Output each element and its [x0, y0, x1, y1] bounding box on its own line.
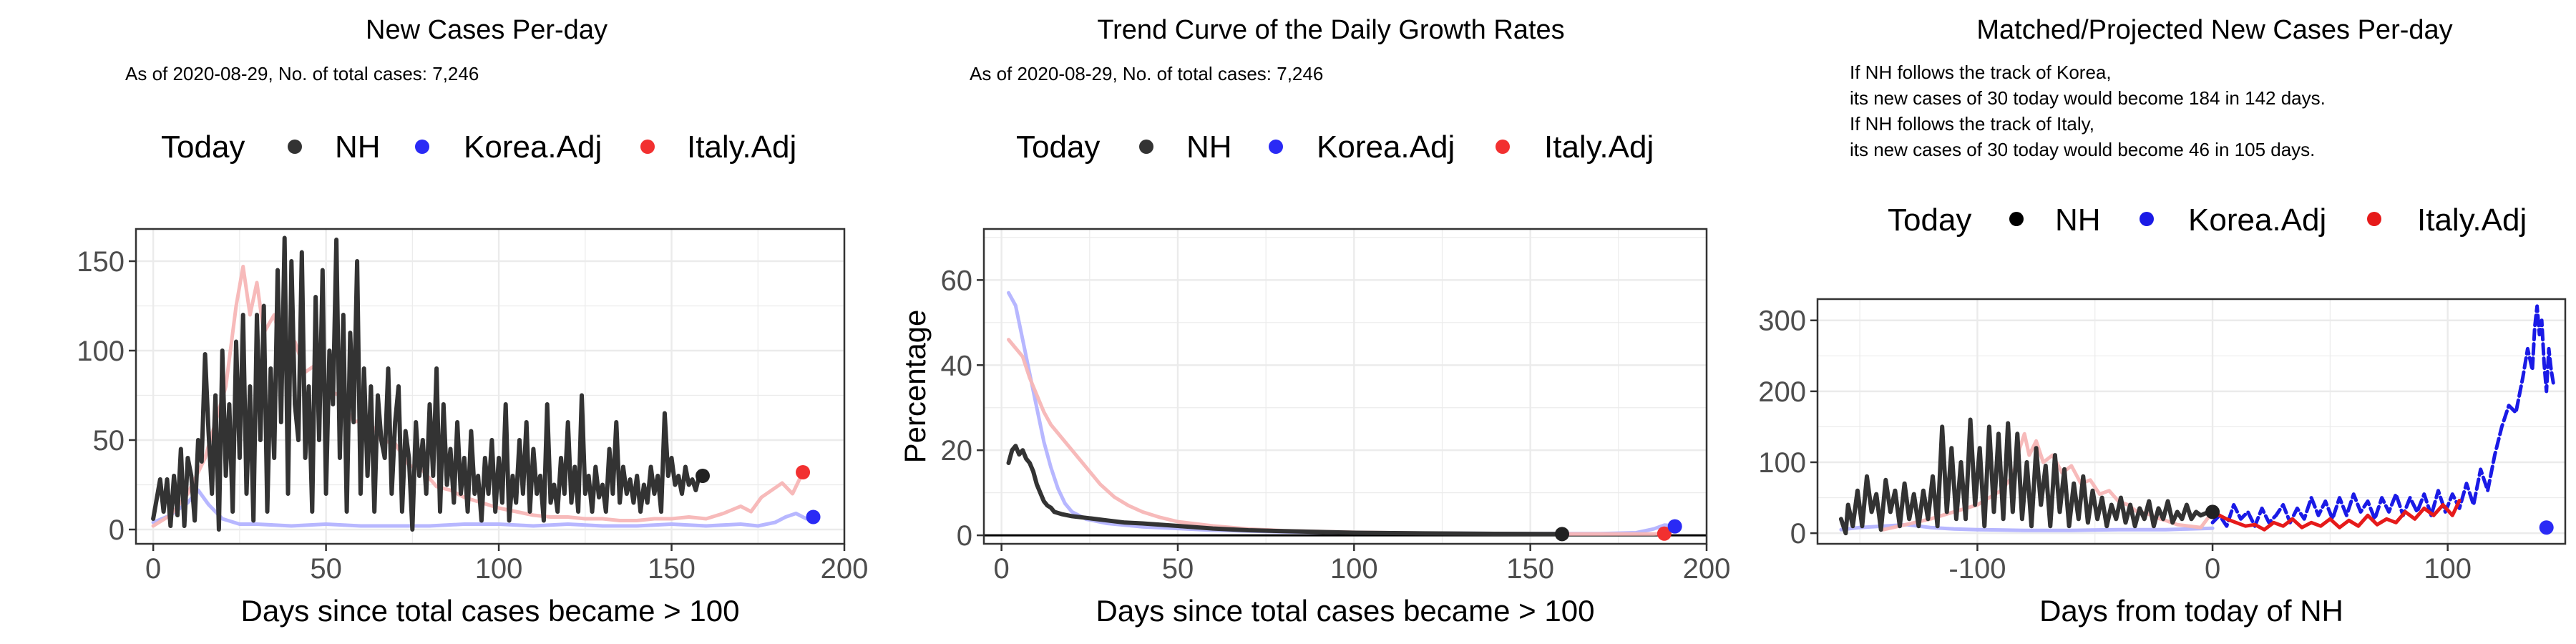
panel-2-y-axis-label: Percentage — [898, 310, 932, 464]
x-tick-label: 200 — [1683, 553, 1731, 585]
panel-2-series-layer — [1006, 291, 1677, 537]
x-tick-label: 50 — [310, 553, 342, 585]
y-tick-label: 200 — [1758, 376, 1806, 408]
x-tick-label: 0 — [2205, 553, 2220, 585]
today-point-korea-adj — [2539, 520, 2554, 535]
panel-3-series-layer — [1838, 304, 2556, 536]
legend-title: Today — [1016, 130, 1100, 165]
legend-label-korea: Korea.Adj — [1317, 130, 1455, 165]
x-tick-label: 200 — [821, 553, 869, 585]
panel-2-title: Trend Curve of the Daily Growth Rates — [1097, 15, 1564, 45]
panel-3-subtitle-line-3: If NH follows the track of Italy, — [1850, 113, 2094, 135]
panel-1-x-axis-label: Days since total cases became > 100 — [241, 594, 740, 628]
y-tick-label: 100 — [77, 336, 125, 367]
panel-1-subtitle: As of 2020-08-29, No. of total cases: 7,… — [125, 63, 479, 84]
today-point-korea-adj — [806, 509, 821, 525]
today-point-italy-adj — [796, 465, 811, 479]
y-tick-label: 60 — [941, 265, 973, 296]
legend-label-nh: NH — [1186, 130, 1232, 165]
y-tick-label: 100 — [1758, 447, 1806, 479]
series-line-italy-adj — [151, 265, 805, 528]
legend-label-italy: Italy.Adj — [1544, 130, 1654, 165]
series-line-korea-adj — [151, 488, 815, 528]
today-point-nh — [1555, 527, 1569, 542]
panel-2-subtitle: As of 2020-08-29, No. of total cases: 7,… — [970, 63, 1323, 84]
x-tick-label: 100 — [475, 553, 523, 585]
panel-2-plot-background — [984, 229, 1707, 544]
panel-1-legend: Today NH Korea.Adj Italy.Adj — [161, 130, 796, 165]
panel-3-border — [1816, 298, 2567, 545]
panel-1-series-layer — [151, 235, 815, 532]
x-tick-label: 150 — [648, 553, 696, 585]
legend-key-korea — [415, 140, 429, 154]
legend-title: Today — [1888, 203, 1971, 238]
legend-label-nh: NH — [2055, 203, 2101, 238]
panel-2-x-axis-label: Days since total cases became > 100 — [1096, 594, 1595, 628]
today-point-nh — [2205, 504, 2220, 519]
x-tick-label: 50 — [1162, 553, 1194, 585]
panel-3-legend: Today NH Korea.Adj Italy.Adj — [1888, 203, 2527, 238]
legend-key-italy — [1496, 140, 1510, 154]
legend-key-italy — [640, 140, 655, 154]
series-line-korea-adj — [2210, 304, 2556, 528]
panel-3-subtitle-line-4: its new cases of 30 today would become 4… — [1850, 139, 2315, 160]
panel-3-x-axis-label: Days from today of NH — [2039, 594, 2343, 628]
panel-1-plot: 0 50 100 150 200 0 50 100 150 Days since total ca… — [77, 228, 869, 628]
y-tick-label: 150 — [77, 246, 125, 278]
y-tick-label: 20 — [941, 435, 973, 467]
panel-2-plot: 0 50 100 150 200 0 20 40 60 Days since total case… — [898, 228, 1731, 628]
panel-3-plot: -100 0 100 0 100 200 300 Days from today of NH — [1758, 298, 2567, 628]
x-tick-label: 150 — [1506, 553, 1554, 585]
today-point-nh — [696, 469, 710, 483]
x-tick-label: 0 — [994, 553, 1010, 585]
legend-label-korea: Korea.Adj — [464, 130, 602, 165]
y-tick-label: 0 — [957, 520, 972, 552]
panel-2: Trend Curve of the Daily Growth Rates As… — [970, 15, 1654, 165]
legend-key-nh — [288, 140, 302, 154]
y-tick-label: 300 — [1758, 306, 1806, 337]
panel-1: New Cases Per-day As of 2020-08-29, No. … — [125, 15, 796, 165]
legend-key-italy — [2367, 212, 2381, 226]
series-line-italy-adj — [2210, 499, 2462, 532]
legend-key-korea — [1269, 140, 1283, 154]
panel-3-subtitle-line-1: If NH follows the track of Korea, — [1850, 62, 2112, 83]
panel-2-legend: Today NH Korea.Adj Italy.Adj — [1016, 130, 1654, 165]
legend-key-nh — [1139, 140, 1153, 154]
series-line-nh — [1006, 444, 1564, 537]
y-tick-label: 40 — [941, 350, 973, 381]
y-tick-label: 50 — [93, 425, 125, 457]
panel-3: Matched/Projected New Cases Per-day If N… — [1850, 15, 2527, 238]
legend-label-nh: NH — [335, 130, 381, 165]
today-point-italy-adj — [1657, 526, 1672, 541]
legend-key-nh — [2009, 212, 2024, 226]
legend-label-italy: Italy.Adj — [687, 130, 796, 165]
y-tick-label: 0 — [1790, 518, 1806, 550]
y-tick-label: 0 — [109, 514, 125, 546]
panel-1-title: New Cases Per-day — [366, 15, 608, 45]
panel-1-border — [135, 228, 846, 545]
legend-title: Today — [161, 130, 245, 165]
legend-key-korea — [2140, 212, 2154, 226]
panel-3-title: Matched/Projected New Cases Per-day — [1976, 15, 2452, 45]
x-tick-label: -100 — [1948, 553, 2006, 585]
legend-label-korea: Korea.Adj — [2188, 203, 2326, 238]
x-tick-label: 100 — [2424, 553, 2472, 585]
panel-2-border — [982, 228, 1708, 545]
series-line-nh — [151, 235, 702, 532]
panel-3-subtitle-line-2: its new cases of 30 today would become 1… — [1850, 87, 2326, 109]
legend-label-italy: Italy.Adj — [2417, 203, 2527, 238]
series-line-nh — [1838, 417, 2212, 536]
x-tick-label: 0 — [145, 553, 161, 585]
x-tick-label: 100 — [1330, 553, 1378, 585]
today-point-korea-adj — [1667, 519, 1682, 534]
